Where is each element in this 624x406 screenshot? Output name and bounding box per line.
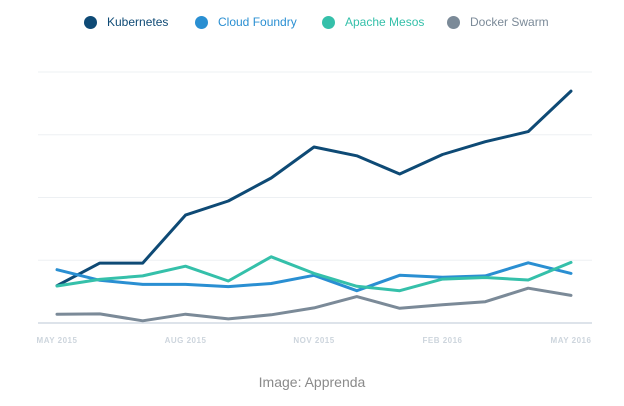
legend-swatch-cloud-foundry bbox=[195, 15, 208, 29]
legend-label-apache-mesos: Apache Mesos bbox=[345, 15, 425, 29]
x-tick-label: MAY 2015 bbox=[37, 336, 78, 345]
x-tick-label: FEB 2016 bbox=[422, 336, 462, 345]
gridlines bbox=[38, 71, 592, 324]
x-axis-ticks: MAY 2015 AUG 2015 NOV 2015 FEB 2016 MAY 2016 bbox=[37, 336, 592, 345]
x-tick-label: AUG 2015 bbox=[165, 336, 207, 345]
series-line-docker-swarm bbox=[55, 286, 573, 323]
series-line-apache-mesos bbox=[55, 255, 573, 293]
x-tick-label: MAY 2016 bbox=[551, 336, 592, 345]
series-line-cloud-foundry bbox=[55, 261, 573, 293]
image-caption: Image: Apprenda bbox=[258, 374, 366, 390]
legend-swatch-docker-swarm bbox=[447, 15, 460, 29]
legend-item-kubernetes[interactable]: Kubernetes bbox=[84, 12, 168, 32]
x-tick-label: NOV 2015 bbox=[293, 336, 334, 345]
series-lines bbox=[55, 89, 573, 323]
legend-label-cloud-foundry: Cloud Foundry bbox=[218, 15, 297, 29]
legend-item-apache-mesos[interactable]: Apache Mesos bbox=[322, 12, 424, 32]
legend-label-kubernetes: Kubernetes bbox=[107, 15, 169, 29]
legend: Kubernetes Cloud Foundry Apache Mesos Do… bbox=[0, 12, 624, 32]
legend-swatch-kubernetes bbox=[84, 15, 97, 29]
series-line-kubernetes bbox=[55, 89, 573, 288]
legend-item-cloud-foundry[interactable]: Cloud Foundry bbox=[195, 12, 297, 32]
legend-label-docker-swarm: Docker Swarm bbox=[470, 15, 549, 29]
legend-swatch-apache-mesos bbox=[322, 15, 335, 29]
legend-item-docker-swarm[interactable]: Docker Swarm bbox=[447, 12, 549, 32]
